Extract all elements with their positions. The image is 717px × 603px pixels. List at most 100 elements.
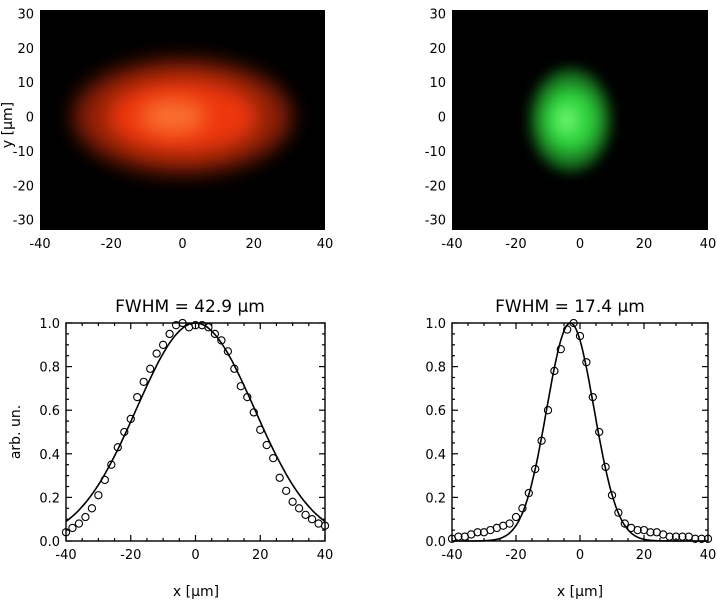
data-point — [204, 323, 213, 332]
data-point — [243, 392, 252, 402]
plot-frame-right — [451, 322, 709, 542]
x-tick-label: 40 — [317, 548, 334, 563]
y-tick-label: -10 — [13, 145, 34, 160]
x-tick-label: -20 — [505, 237, 526, 252]
y-tick-label: 0.6 — [39, 404, 60, 419]
data-point — [646, 528, 655, 537]
data-point — [152, 349, 161, 358]
data-point — [691, 534, 700, 543]
heatmap-spot-green — [530, 69, 611, 171]
data-point — [505, 519, 514, 528]
data-point — [582, 358, 591, 367]
panel-title-left: FWHM = 42.9 μm — [115, 297, 265, 317]
data-point — [511, 512, 521, 522]
data-point — [531, 464, 540, 474]
data-point — [61, 528, 71, 537]
y-tick-label: 0.4 — [425, 448, 446, 463]
data-point — [281, 486, 291, 496]
y-tick-label: 20 — [429, 42, 446, 57]
data-point — [87, 504, 97, 513]
y-tick-label: 0 — [438, 111, 446, 126]
data-point — [550, 366, 559, 376]
y-axis-label-top-left: y [μm] — [0, 102, 16, 148]
y-tick-label: 0.6 — [425, 404, 446, 419]
y-tick-label: 1.0 — [425, 317, 446, 332]
data-point — [275, 473, 284, 482]
data-point — [217, 336, 226, 345]
data-point — [537, 436, 546, 445]
y-tick-label: 0.2 — [39, 491, 60, 506]
data-point — [81, 512, 90, 522]
data-point — [473, 528, 482, 537]
fit-curve — [65, 322, 326, 523]
data-point — [100, 475, 109, 485]
x-tick-label: 40 — [700, 548, 717, 563]
x-axis-label-right: x [μm] — [557, 584, 603, 600]
x-tick-label: 40 — [700, 237, 717, 252]
x-tick-label: -40 — [55, 548, 76, 563]
plot-frame-left — [65, 322, 326, 542]
data-point — [133, 392, 142, 402]
y-tick-label: -20 — [425, 179, 446, 194]
data-point — [126, 414, 135, 424]
x-tick-label: 20 — [245, 237, 262, 252]
data-point — [607, 491, 617, 500]
data-point — [223, 347, 233, 356]
profile-plot-left: -40 -20 0 20 40 0.0 0.2 0.4 0.6 0.8 1.0 — [39, 317, 333, 563]
data-point — [307, 515, 317, 524]
y-tick-label: 20 — [17, 42, 34, 57]
data-point — [588, 392, 597, 402]
y-tick-label: -20 — [13, 179, 34, 194]
x-tick-label: 20 — [636, 548, 653, 563]
data-point — [74, 519, 84, 528]
x-tick-label: 0 — [576, 237, 584, 252]
heatmap-panel-green: -40 -20 0 20 40 -30 -20 -10 0 10 20 30 — [425, 7, 717, 252]
data-point — [256, 425, 265, 434]
x-tick-label: -40 — [441, 237, 462, 252]
data-point — [524, 488, 533, 498]
data-point — [94, 491, 103, 500]
data-point — [120, 427, 129, 437]
data-point — [518, 504, 527, 513]
data-point — [620, 519, 629, 528]
data-point — [68, 523, 77, 533]
y-tick-label: -10 — [425, 145, 446, 160]
x-tick-label: 40 — [317, 237, 334, 252]
x-tick-label: 0 — [178, 237, 186, 252]
profile-panel-left: FWHM = 42.9 μm -40 -20 0 20 40 0.0 0.2 0.4 0.6 0.… — [8, 297, 333, 600]
x-tick-label: 0 — [576, 548, 584, 563]
data-point — [191, 321, 200, 330]
spot-peak — [139, 99, 207, 134]
fit-curve — [452, 322, 708, 542]
data-point — [139, 377, 148, 387]
data-point — [269, 454, 278, 463]
y-tick-label: 10 — [17, 76, 34, 91]
heatmap-panel-red: -40 -20 0 20 40 -30 -20 -10 0 10 20 30 y [μm] — [0, 7, 333, 252]
y-tick-label: 0.0 — [425, 535, 446, 550]
data-point — [595, 427, 604, 437]
y-tick-label: 10 — [429, 76, 446, 91]
x-tick-label: -20 — [505, 548, 526, 563]
x-tick-label: 20 — [636, 237, 653, 252]
x-tick-label: -20 — [101, 237, 122, 252]
data-point — [301, 510, 310, 519]
y-tick-label: 0.8 — [39, 361, 60, 376]
data-point — [633, 525, 642, 535]
data-point — [320, 521, 330, 530]
data-point — [563, 325, 572, 334]
x-tick-label: -40 — [441, 548, 462, 563]
data-point — [575, 331, 585, 341]
y-tick-label: 0.4 — [39, 448, 60, 463]
data-point — [556, 345, 565, 354]
y-tick-label: -30 — [13, 214, 34, 229]
data-point — [107, 460, 116, 469]
data-point — [697, 534, 706, 543]
data-point — [569, 318, 578, 328]
data-point — [113, 443, 122, 452]
y-tick-label: 0.8 — [425, 361, 446, 376]
y-tick-label: 30 — [429, 7, 446, 22]
data-point — [454, 532, 463, 541]
data-point — [262, 440, 271, 450]
data-point — [146, 364, 155, 373]
